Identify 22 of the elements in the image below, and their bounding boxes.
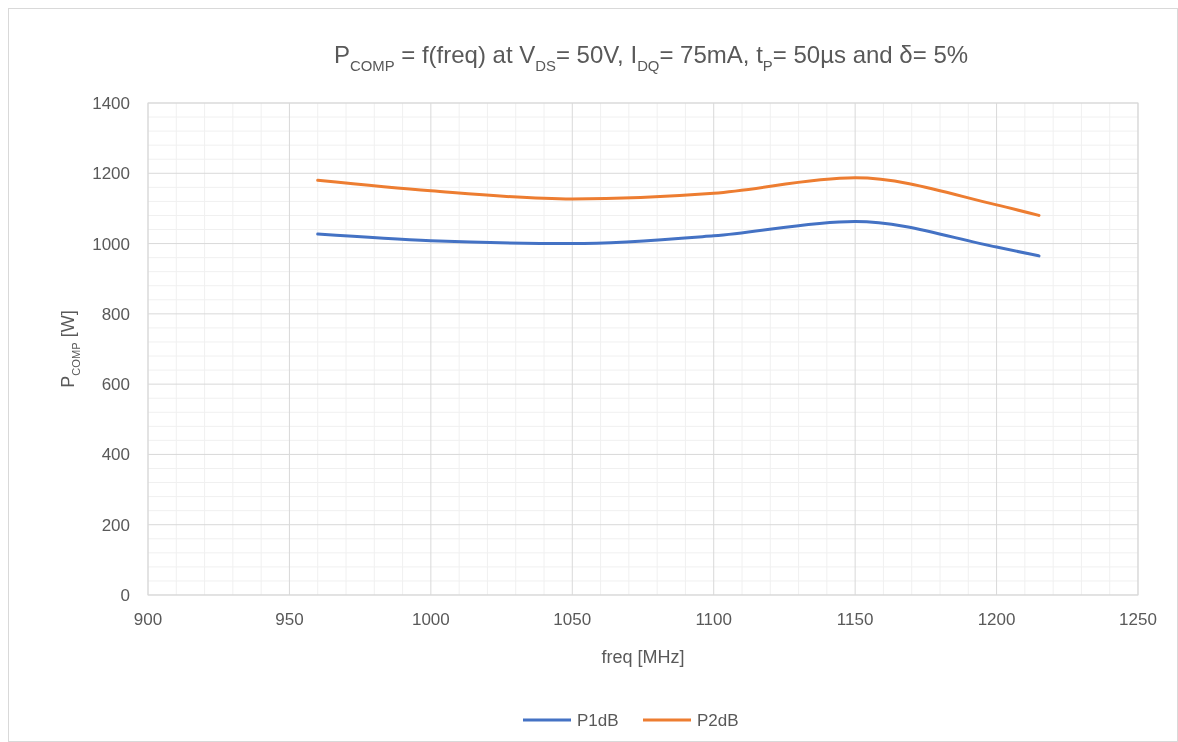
y-tick-label: 0 bbox=[120, 586, 130, 605]
x-tick-label: 950 bbox=[275, 610, 304, 629]
y-tick-label: 600 bbox=[101, 375, 130, 395]
y-tick-label: 800 bbox=[101, 304, 130, 324]
x-tick-label: 1200 bbox=[977, 610, 1016, 629]
x-axis-title: freq [MHz] bbox=[601, 647, 685, 667]
x-tick-label: 1050 bbox=[553, 610, 592, 629]
line-series bbox=[316, 176, 1041, 217]
line-series bbox=[316, 219, 1041, 258]
legend-label: P1dB bbox=[577, 711, 619, 730]
x-tick-label: 1000 bbox=[411, 610, 450, 629]
x-tick-label: 1100 bbox=[695, 610, 732, 629]
x-tick-label: 1150 bbox=[836, 610, 874, 629]
y-tick-label: 1400 bbox=[92, 94, 130, 113]
x-tick-label: 1250 bbox=[1119, 610, 1157, 629]
x-tick-label: 900 bbox=[133, 610, 163, 629]
y-tick-label: 1000 bbox=[92, 234, 130, 254]
y-tick-label: 400 bbox=[101, 445, 130, 465]
y-tick-label: 1200 bbox=[92, 164, 130, 184]
y-tick-label: 200 bbox=[101, 515, 130, 535]
chart-title: P$_{COMP}$ = f(freq) at V$_{DS}$= 50V, I$_{DQ}$= 75mA, t$_{P}$= 50µs and δ= 5% bbox=[333, 41, 969, 74]
legend-label: P2dB bbox=[697, 711, 739, 730]
